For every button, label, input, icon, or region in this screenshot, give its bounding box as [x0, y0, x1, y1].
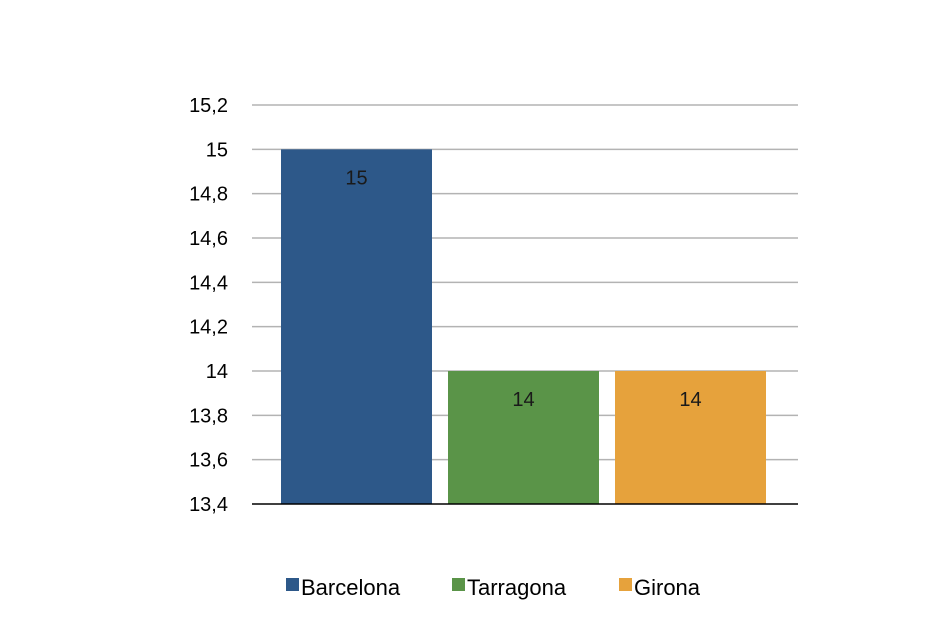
legend-swatch: [286, 578, 299, 591]
legend-label: Barcelona: [301, 575, 401, 600]
bar-girona: [615, 371, 766, 504]
y-tick-label: 14,4: [189, 272, 228, 294]
y-tick-label: 13,4: [189, 494, 228, 516]
legend: Barcelona Tarragona Girona: [286, 575, 701, 600]
data-label: 14: [512, 389, 534, 411]
legend-swatch: [619, 578, 632, 591]
y-tick-label: 13,8: [189, 405, 228, 427]
legend-swatch: [452, 578, 465, 591]
y-tick-label: 14,8: [189, 184, 228, 206]
bar-barcelona: [281, 149, 432, 505]
y-tick-label: 14,6: [189, 228, 228, 250]
y-tick-label: 14: [206, 361, 228, 383]
data-labels: 15 14 14: [345, 167, 701, 411]
bar-tarragona: [448, 371, 599, 504]
y-tick-label: 14,2: [189, 317, 228, 339]
y-tick-label: 15: [206, 139, 228, 161]
y-tick-label: 13,6: [189, 450, 228, 472]
data-label: 14: [679, 389, 701, 411]
data-label: 15: [345, 167, 367, 189]
y-axis: 13,4 13,6 13,8 14 14,2 14,4 14,6 14,8 15 15,2: [189, 95, 228, 516]
legend-label: Tarragona: [467, 575, 567, 600]
y-tick-label: 15,2: [189, 95, 228, 117]
legend-label: Girona: [634, 575, 701, 600]
bars: [281, 149, 766, 505]
